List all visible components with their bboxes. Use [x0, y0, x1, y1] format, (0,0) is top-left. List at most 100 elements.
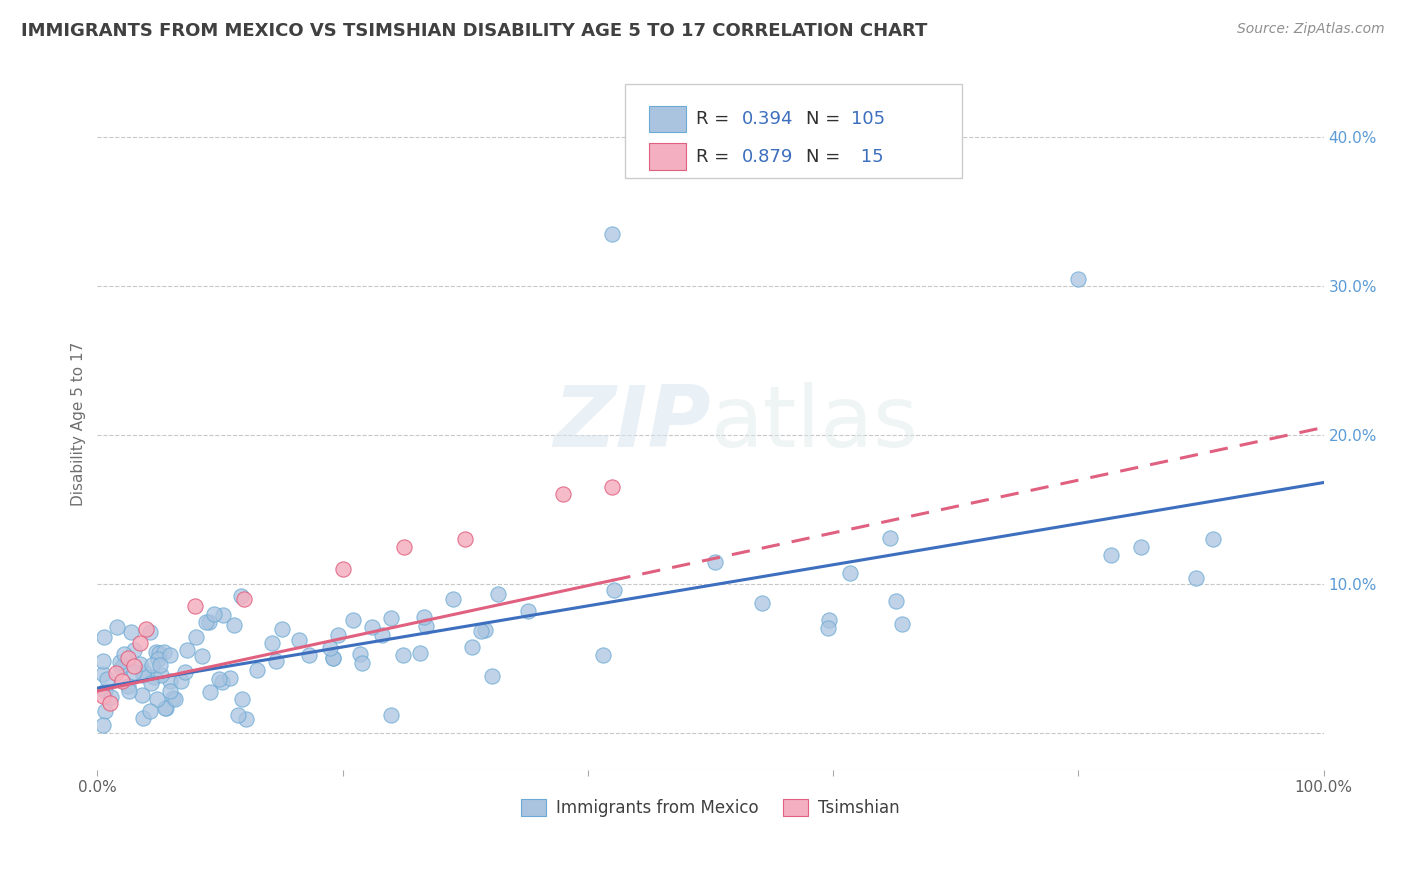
Point [108, 655, 131, 669]
Point [271, 623, 294, 637]
Point [553, 487, 575, 501]
Text: ZIP: ZIP [553, 382, 710, 466]
Point [602, 227, 624, 241]
Point [703, 555, 725, 569]
Point [152, 645, 174, 659]
Point [231, 692, 253, 706]
Point [141, 675, 163, 690]
Point [159, 648, 181, 662]
Text: atlas: atlas [710, 382, 918, 466]
Point [146, 652, 169, 666]
Point [184, 599, 207, 614]
Text: IMMIGRANTS FROM MEXICO VS TSIMSHIAN DISABILITY AGE 5 TO 17 CORRELATION CHART: IMMIGRANTS FROM MEXICO VS TSIMSHIAN DISA… [21, 22, 928, 40]
Point [105, 620, 128, 634]
Point [226, 708, 249, 723]
Point [149, 657, 172, 672]
Point [191, 649, 214, 664]
Point [1101, 548, 1123, 562]
Point [818, 613, 841, 627]
Point [413, 609, 436, 624]
Point [110, 661, 132, 675]
Point [124, 643, 146, 657]
Point [235, 712, 257, 726]
Point [93, 630, 115, 644]
Point [159, 673, 181, 688]
Point [229, 589, 252, 603]
FancyBboxPatch shape [650, 106, 686, 132]
Text: R =: R = [696, 147, 735, 166]
Text: 15: 15 [855, 147, 884, 166]
Point [332, 562, 354, 576]
Point [322, 651, 344, 665]
Point [222, 618, 245, 632]
Text: N =: N = [806, 147, 846, 166]
Point [155, 700, 177, 714]
Point [219, 671, 242, 685]
Point [211, 675, 233, 690]
Point [131, 688, 153, 702]
Point [93, 654, 115, 668]
Point [155, 701, 177, 715]
Point [879, 531, 901, 545]
Point [298, 648, 321, 662]
Point [176, 643, 198, 657]
Point [1184, 571, 1206, 585]
Point [817, 621, 839, 635]
Point [184, 630, 207, 644]
Point [602, 480, 624, 494]
Point [96, 672, 118, 686]
Point [145, 644, 167, 658]
Point [159, 684, 181, 698]
Point [142, 670, 165, 684]
Point [94, 683, 117, 698]
FancyBboxPatch shape [624, 85, 962, 178]
Point [380, 611, 402, 625]
Point [194, 615, 217, 629]
Point [122, 665, 145, 680]
FancyBboxPatch shape [650, 144, 686, 169]
Point [93, 718, 115, 732]
Point [349, 648, 371, 662]
Point [1201, 532, 1223, 546]
Point [98, 696, 121, 710]
Point [132, 668, 155, 682]
Point [392, 540, 415, 554]
Point [391, 648, 413, 663]
Point [93, 667, 115, 681]
Point [884, 594, 907, 608]
Point [198, 685, 221, 699]
Point [516, 604, 538, 618]
Legend: Immigrants from Mexico, Tsimshian: Immigrants from Mexico, Tsimshian [515, 792, 907, 824]
Point [486, 586, 509, 600]
Point [118, 683, 141, 698]
Point [342, 613, 364, 627]
Text: 0.394: 0.394 [742, 111, 794, 128]
Point [839, 566, 862, 580]
Point [150, 668, 173, 682]
Point [162, 690, 184, 705]
Point [461, 640, 484, 654]
Point [112, 658, 135, 673]
Point [122, 658, 145, 673]
Point [441, 592, 464, 607]
Point [1067, 271, 1090, 285]
Point [409, 646, 432, 660]
Point [415, 619, 437, 633]
Point [246, 663, 269, 677]
Point [350, 656, 373, 670]
Text: R =: R = [696, 111, 735, 128]
Point [371, 628, 394, 642]
Point [202, 607, 225, 622]
Point [198, 615, 221, 630]
Point [481, 669, 503, 683]
Point [165, 691, 187, 706]
Point [360, 620, 382, 634]
Point [112, 647, 135, 661]
Text: N =: N = [806, 111, 846, 128]
Point [474, 623, 496, 637]
Point [139, 704, 162, 718]
Point [891, 617, 914, 632]
Point [380, 707, 402, 722]
Point [470, 624, 492, 639]
Point [129, 636, 152, 650]
